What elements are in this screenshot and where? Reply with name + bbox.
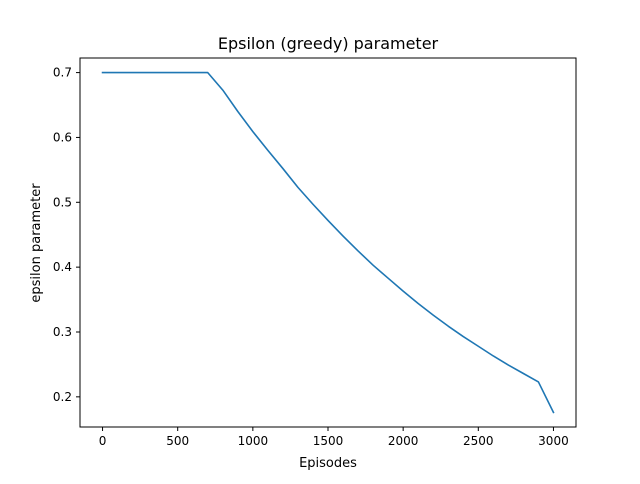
y-tick-label: 0.6 xyxy=(53,130,72,144)
x-tick-label: 1000 xyxy=(238,434,269,448)
x-tick-label: 2000 xyxy=(388,434,419,448)
x-tick-label: 500 xyxy=(166,434,189,448)
y-tick-label: 0.3 xyxy=(53,325,72,339)
y-axis-label: epsilon parameter xyxy=(29,183,44,303)
x-tick-label: 3000 xyxy=(538,434,569,448)
y-tick-label: 0.7 xyxy=(53,66,72,80)
x-tick-label: 1500 xyxy=(313,434,344,448)
series-layer xyxy=(101,71,555,414)
x-axis-label: Episodes xyxy=(299,456,357,471)
y-tick-label: 0.2 xyxy=(53,390,72,404)
chart-title: Epsilon (greedy) parameter xyxy=(218,34,439,53)
x-tick-label: 0 xyxy=(99,434,107,448)
epsilon-series-line xyxy=(101,71,555,414)
y-tick-label: 0.5 xyxy=(53,195,72,209)
y-tick-label: 0.4 xyxy=(53,260,72,274)
plot-area-frame xyxy=(79,57,577,428)
ticks-layer: 0 500 1000 1500 2000 2500 3000 0.2 0.3 0.4 0.5 0.6 0… xyxy=(53,66,569,448)
x-tick-label: 2500 xyxy=(463,434,494,448)
